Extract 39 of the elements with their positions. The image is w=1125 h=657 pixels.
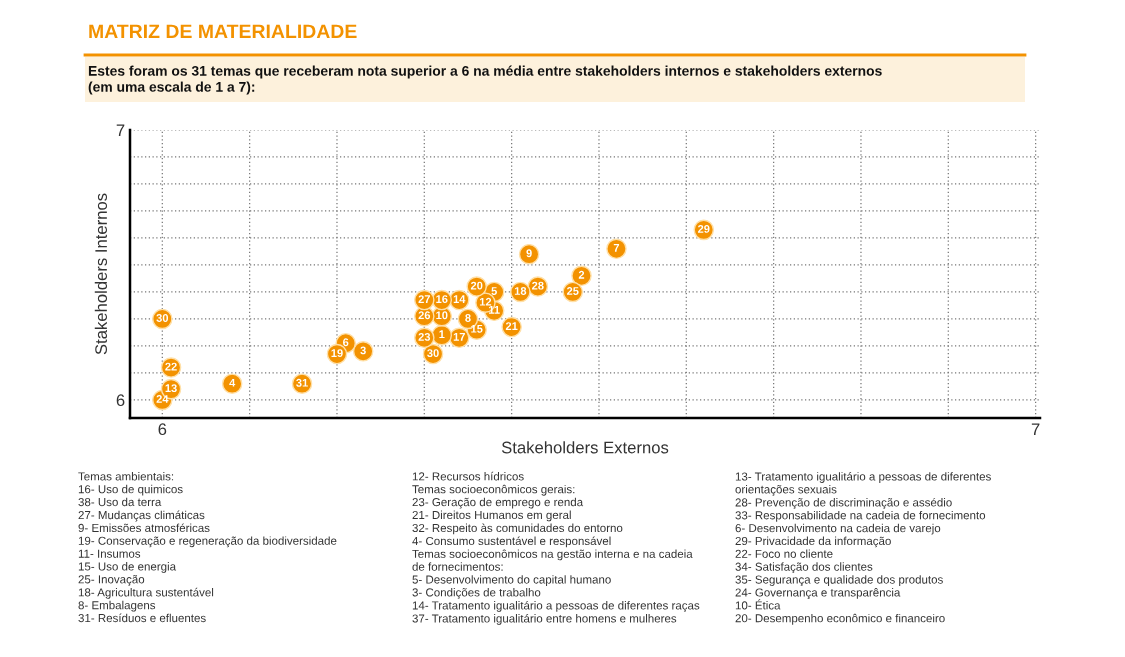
annotation: 30: [156, 314, 169, 322]
annotation: 6: [343, 338, 349, 347]
annotation: 22: [165, 362, 177, 371]
point: [518, 243, 540, 265]
annotation: 1: [439, 330, 445, 339]
annotation: 4: [229, 378, 236, 387]
annotation: 27: [418, 295, 430, 303]
annotation: 16: [436, 295, 448, 304]
text: 13- Tratamento igualitário a pessoas de diferentes orientações sexuais 28- Prevenção de discriminação e assédio 33- Responsabilidade na cadeia de fornecimento 6- Desenvolvimento na cadeia de varejo 29- Privacidade da informação 22- Foco no cliente 34- Satisfação dos clientes 35- Segurança e qualidade dos produtos 24- Governança e transparência 10- Ética 20- Desempenho econômico e financeiro: [735, 472, 991, 625]
annotation: 2: [578, 270, 585, 279]
annotation: 31: [296, 378, 308, 387]
annotation: 14: [453, 295, 466, 303]
annotation: 20: [470, 281, 483, 290]
annotation: 12: [479, 297, 492, 306]
annotation: 30: [427, 349, 439, 358]
annotation: 29: [697, 224, 710, 233]
chart-subtitle: Estes foram os 31 temas que receberam nota superior a 6 na média entre stakeholders internos e stakeholders externos (em uma escala de 1 a 7):: [88, 65, 882, 95]
x-axis-title: Stakeholders Externos: [501, 441, 669, 454]
annotation: 17: [453, 333, 465, 341]
annotation: 15: [471, 324, 483, 333]
annotation: 23: [418, 332, 431, 341]
annotation: 25: [566, 287, 579, 295]
annotation: 28: [532, 281, 544, 290]
annotation: 18: [514, 287, 527, 295]
annotation: 10: [436, 311, 448, 320]
annotation: 8: [465, 314, 471, 322]
annotation: 7: [613, 243, 620, 252]
text: Temas ambientais: 16- Uso de quimicos 38- Uso da terra 27- Mudanças climáticas 9- Emissões atmosféricas 19- Conservação e regeneração da biodiversidade 11- Insumos 15- Uso de energia 25- Inovação 18- Agricultura sustentável 8- Embalagens 31- Resíduos e efluentes: [78, 472, 337, 623]
annotation: 21: [505, 322, 518, 330]
annotation: 19: [331, 349, 343, 358]
annotation: 13: [165, 384, 177, 393]
annotation: 5: [491, 287, 497, 295]
chart-title: MATRIZ DE MATERIALIDADE: [89, 24, 357, 39]
text: 12- Recursos hídricos Temas socioeconômicos gerais: 23- Geração de emprego e renda 21- Direitos Humanos em geral 32- Respeito às comunidades do entorno 4- Consumo sustentável e responsável Temas socioeconômicos na gestão interna e na cadeia de fornecimentos: 5- Desenvolvimento do capital humano 3- Condições de trabalho 14- Tratamento igualitário a pessoas de diferentes raças 37- Tratamento igualitário entre homens e mulheres: [412, 471, 700, 625]
annotation: 24: [156, 395, 169, 403]
y-axis-title: Stakeholders Internos: [94, 193, 108, 355]
annotation: 3: [360, 346, 366, 355]
annotation: 26: [418, 311, 431, 320]
annotation: 9: [526, 249, 532, 258]
